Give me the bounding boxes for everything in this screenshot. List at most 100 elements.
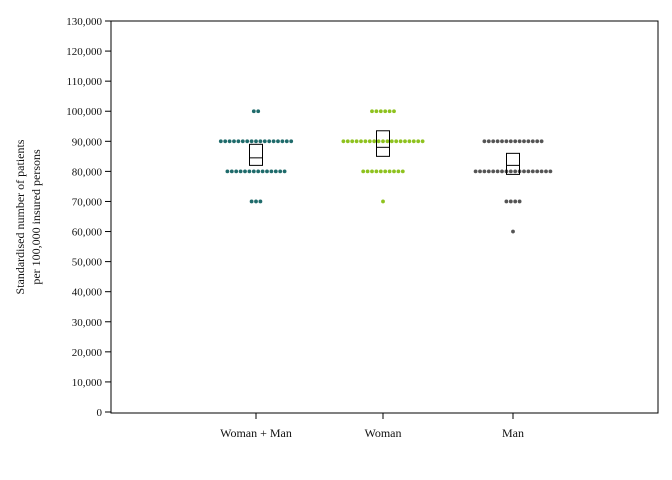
y-tick-label: 30,000 [72,317,103,329]
data-point [374,109,379,114]
data-point [500,139,504,144]
data-point [508,199,513,204]
data-point [218,139,223,144]
x-tick-label: Woman [364,426,401,440]
data-point [232,139,236,144]
data-point [392,169,396,174]
y-tick-label: 110,000 [67,76,103,88]
data-point [420,139,425,144]
data-point [234,169,239,174]
data-point [535,139,540,144]
data-point [513,139,518,144]
data-point [389,139,394,144]
data-point [256,109,261,114]
data-point [504,139,509,144]
data-point [256,169,261,174]
data-point [262,139,267,144]
y-tick-label: 10,000 [72,377,103,389]
data-point [354,139,359,144]
y-axis-label-line-2: per 100,000 insured persons [29,149,43,285]
data-point [526,139,531,144]
y-tick-label: 120,000 [66,46,102,58]
data-point [249,139,254,144]
data-point [500,169,504,174]
data-point [367,139,372,144]
data-point [225,169,230,174]
data-point [236,139,241,144]
data-point [265,169,269,174]
y-tick-label: 80,000 [72,166,103,178]
data-point [517,139,522,144]
data-point [372,139,377,144]
data-point [478,169,482,174]
data-point [482,139,487,144]
data-point [535,169,540,174]
data-point [396,169,401,174]
data-point [513,169,518,174]
data-point [245,139,250,144]
data-point [539,139,544,144]
series-group [473,139,553,234]
data-point [539,169,544,174]
box [506,152,520,175]
data-point [269,169,274,174]
data-point [227,139,232,144]
data-point [398,139,403,144]
data-point [229,169,234,174]
data-point [383,169,388,174]
y-tick-label: 130,000 [66,16,102,28]
data-point [486,169,491,174]
data-point [374,169,379,174]
data-point [508,139,513,144]
data-point [341,139,346,144]
y-tick-label: 0 [97,407,103,419]
box [376,130,390,157]
data-point [530,139,535,144]
data-point [517,199,522,204]
data-point [247,169,252,174]
data-point [522,169,526,174]
y-tick-label: 40,000 [72,287,103,299]
data-point [378,169,383,174]
data-point [526,169,531,174]
data-point [376,139,381,144]
data-point [407,139,412,144]
data-point [284,139,289,144]
data-point [378,109,383,114]
data-point [530,169,535,174]
data-point [345,139,350,144]
data-point [370,109,374,114]
data-point [363,139,368,144]
y-tick-label: 60,000 [72,227,103,239]
data-point [508,169,513,174]
data-point [548,169,553,174]
x-tick-label: Man [502,426,524,440]
y-axis-label-line-1: Standardised number of patients [13,139,27,294]
data-point [394,139,399,144]
data-point [370,169,374,174]
data-point [482,169,487,174]
data-point [365,169,370,174]
data-point [513,199,518,204]
data-point [240,139,245,144]
data-point [280,139,285,144]
series-group [218,109,294,204]
data-point [251,109,256,114]
data-point [254,199,258,204]
data-point [495,139,500,144]
y-axis: 0 10,000 20,000 30,000 40,000 50,000 60,000 70,… [66,16,111,419]
x-axis: Woman + Man Woman Man [220,413,524,440]
data-point [504,199,509,204]
data-point [258,139,263,144]
y-tick-label: 20,000 [72,347,103,359]
data-point [350,139,355,144]
plot-frame [110,20,659,414]
data-point [385,139,390,144]
data-point [289,139,294,144]
y-tick-label: 70,000 [72,196,103,208]
data-point [491,169,496,174]
data-point [251,169,256,174]
data-point [544,169,548,174]
data-point [473,169,478,174]
